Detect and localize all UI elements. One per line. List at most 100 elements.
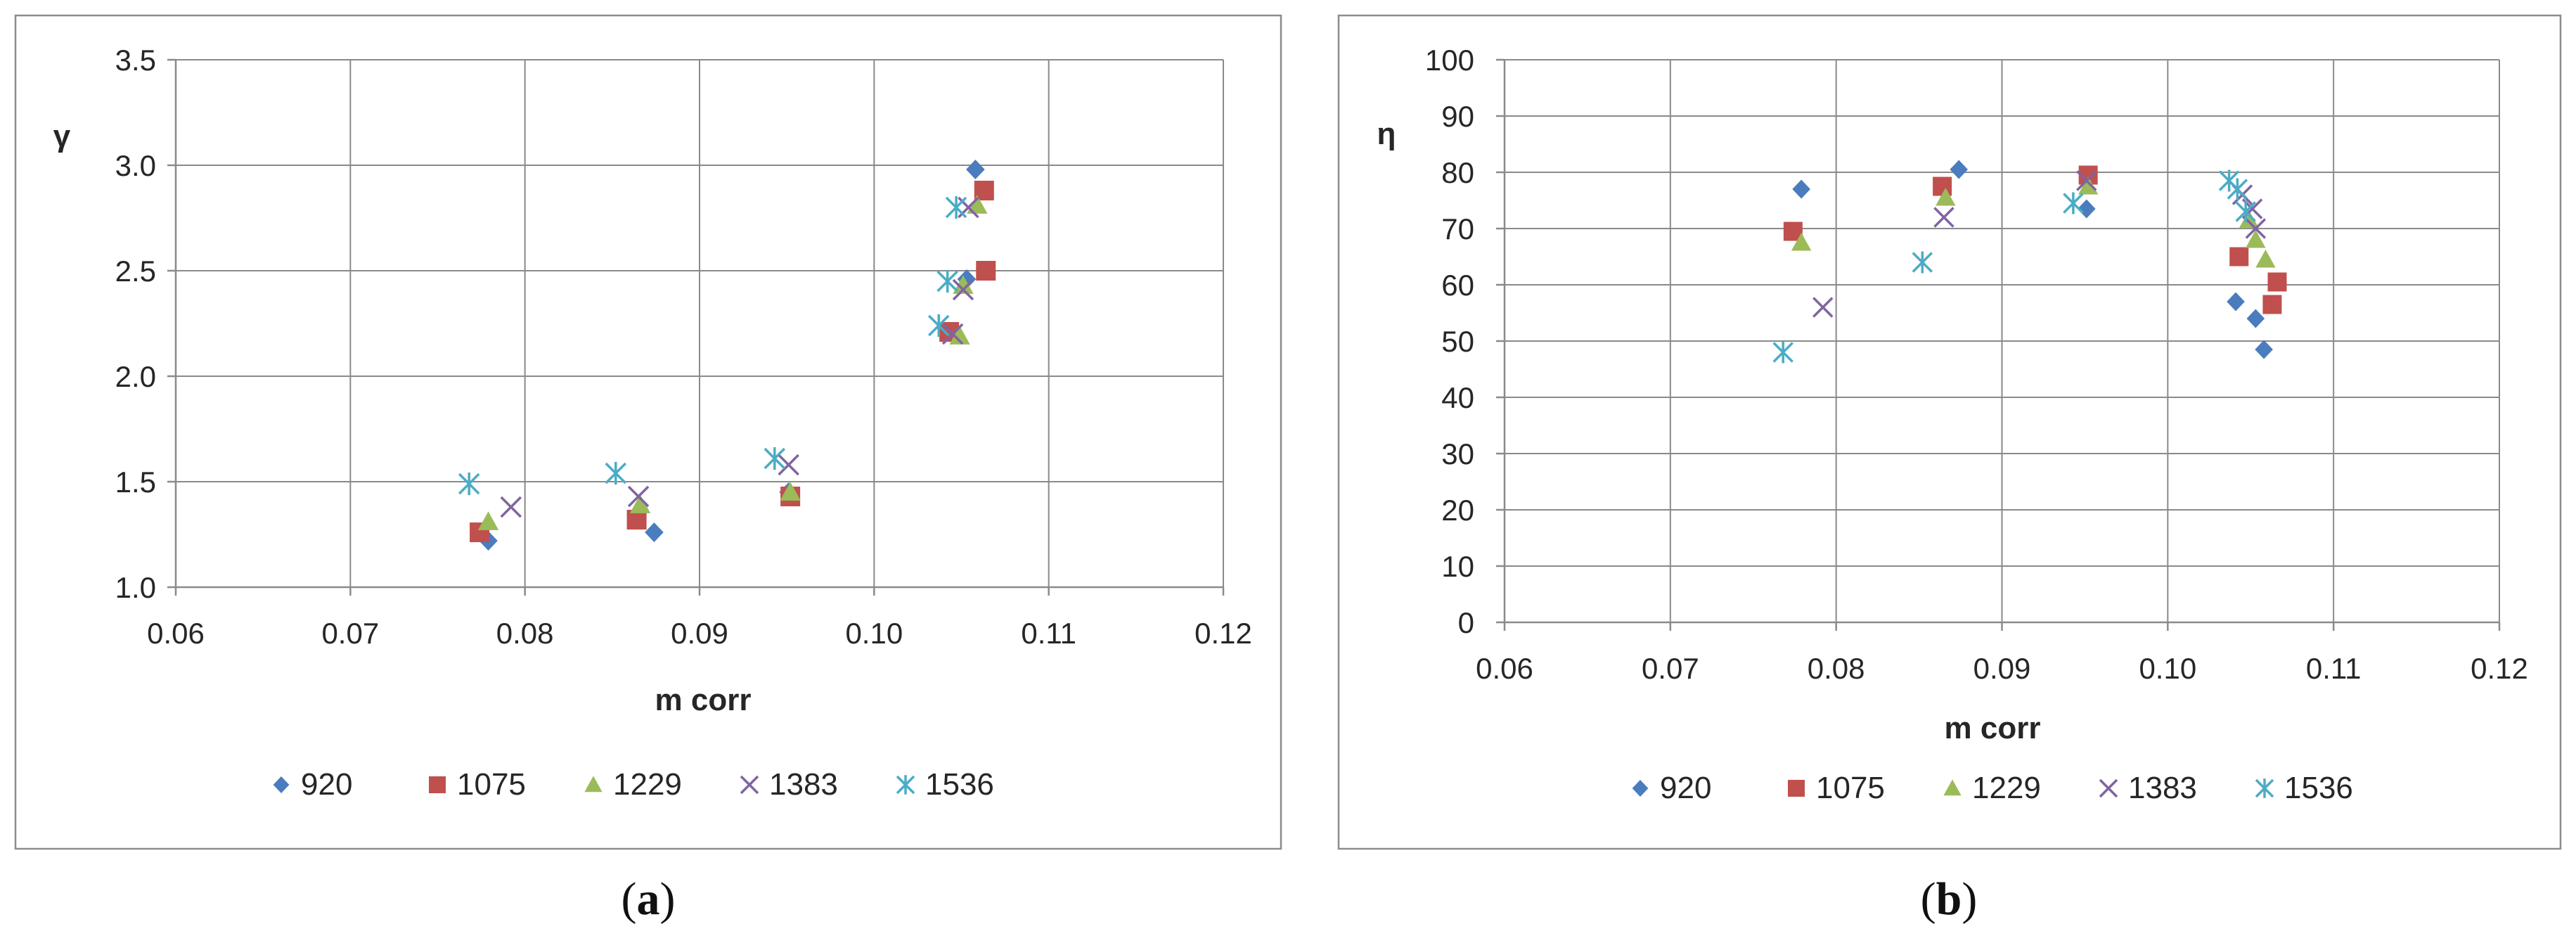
panel-b-point-1075: [2262, 295, 2282, 314]
panel-b-x-tick-label: 0.09: [1973, 652, 2031, 685]
panel-a-x-tick-label: 0.09: [671, 617, 728, 650]
panel-a-point-1536: [945, 195, 967, 219]
panel-b-legend-marker-1229: [1943, 779, 1962, 796]
panel-a-point-1536: [605, 461, 627, 485]
panel-a-y-tick-label: 2.0: [115, 360, 156, 393]
panel-a-point-1536: [936, 269, 958, 293]
panel-a-point-1229: [477, 511, 499, 530]
panel-b-point-1229: [2255, 249, 2276, 268]
panel-b-y-tick-label: 50: [1441, 325, 1474, 358]
panel-b-point-1075: [2267, 272, 2287, 292]
panel-a-caption: (a): [622, 873, 676, 925]
panel-b-point-920: [2077, 199, 2096, 219]
panel-b-point-1383: [2076, 170, 2097, 191]
panel-b-point-1536: [2227, 178, 2248, 200]
panel-b-point-920: [1792, 179, 1810, 199]
panel-b-caption-letter: b: [1936, 873, 1962, 925]
panel-b-point-1229: [2246, 229, 2266, 248]
panel-b-gridlines: [1505, 59, 2500, 622]
panel-a-y-tick-label: 1.0: [115, 571, 156, 604]
panel-b-x-tick-label: 0.06: [1476, 652, 1533, 685]
panel-b-caption: (b): [1921, 873, 1978, 925]
panel-a-point-1383: [778, 454, 799, 476]
panel-b-point-1229: [2078, 176, 2099, 195]
panel-a-legend-marker-920: [273, 776, 290, 793]
panel-a-point-1383: [941, 323, 964, 345]
panel-a-x-tick-label: 0.11: [1021, 617, 1076, 650]
panel-b-y-tick-label: 100: [1425, 44, 1474, 77]
panel-b-x-tick-label: 0.12: [2471, 652, 2528, 685]
panel-a-y-tick-label: 2.5: [115, 255, 156, 288]
panel-a-legend-label-1383: 1383: [769, 767, 838, 802]
panel-b-x-tick-labels: 0.06 0.07 0.08 0.09 0.10 0.11 0.12: [1476, 652, 2528, 685]
panel-b-y-tick-label: 70: [1441, 212, 1474, 245]
panel-a-legend-marker-1075: [429, 776, 446, 793]
panel-a-point-1229: [629, 494, 651, 513]
panel-b-y-tick-label: 30: [1441, 437, 1474, 470]
panel-a-x-tick-label: 0.12: [1194, 617, 1252, 650]
panel-b-x-tick-label: 0.10: [2139, 652, 2196, 685]
panel-a-y-axis-title: γ: [53, 119, 71, 153]
panel-a-point-1536: [458, 472, 480, 496]
panel-b-x-tick-label: 0.07: [1642, 652, 1699, 685]
panel-b-point-1229: [1791, 232, 1812, 251]
panel-a-point-1229: [949, 326, 970, 345]
panel-a-point-1229: [780, 482, 801, 501]
panel-b-point-1229: [1936, 187, 1956, 206]
panel-b-y-axis-title: η: [1377, 117, 1396, 151]
panel-a-point-1383: [500, 496, 522, 518]
panel-b-y-tick-label: 80: [1441, 156, 1474, 189]
panel-b-legend-marker-1536: [2255, 778, 2274, 798]
panel-b-x-tick-label: 0.08: [1808, 652, 1865, 685]
panel-a-point-1383: [627, 485, 650, 508]
panel-b-y-tick-label: 20: [1441, 494, 1474, 527]
panel-b-legend-label-1229: 1229: [1972, 771, 2041, 805]
panel-a-x-tick-label: 0.08: [496, 617, 554, 650]
panel-a-point-1536: [927, 314, 950, 338]
panel-b-point-1536: [2063, 192, 2084, 214]
panel-a-caption-letter: a: [637, 873, 660, 925]
panel-b-y-tick-label: 90: [1441, 100, 1474, 133]
panel-b-frame: [1337, 14, 2562, 850]
panel-b-point-1383: [2245, 218, 2267, 239]
panel-b-y-tick-label: 10: [1441, 550, 1474, 583]
panel-a-frame: [14, 14, 1282, 850]
panel-b-point-920: [2246, 309, 2265, 328]
panel-b-data-points: [1772, 160, 2287, 364]
panel-b-point-1383: [1933, 207, 1954, 228]
panel-b-chart: 0.06 0.07 0.08 0.09 0.10 0.11 0.12 0 10 20 30 40 50…: [1337, 14, 2562, 850]
panel-a-point-1536: [764, 447, 786, 470]
panel-a-point-1075: [976, 261, 996, 281]
panel-b-point-1536: [1772, 341, 1793, 364]
panel-a-legend-label-920: 920: [301, 767, 352, 802]
panel-a-axes: [167, 58, 1225, 596]
panel-a-x-axis-title: m corr: [655, 683, 752, 717]
panel-b-legend-marker-1075: [1788, 780, 1805, 797]
panel-b-legend-marker-920: [1632, 780, 1649, 797]
panel-a-y-tick-labels: 1.0 1.5 2.0 2.5 3.0 3.5: [115, 44, 156, 604]
panel-a-gridlines: [176, 59, 1224, 587]
panel-b-point-1536: [1912, 251, 1933, 274]
panel-b-y-tick-labels: 0 10 20 30 40 50 60 70 80 90 100: [1425, 44, 1474, 639]
panel-a-point-1383: [952, 278, 974, 301]
panel-b-legend-label-1075: 1075: [1816, 771, 1885, 805]
panel-a-chart: 0.06 0.07 0.08 0.09 0.10 0.11 0.12 1.0 1.5 2.0 2.…: [14, 14, 1282, 850]
panel-a-data-points: [458, 160, 996, 551]
panel-b-y-tick-label: 0: [1458, 606, 1474, 639]
panel-b-axes: [1496, 58, 2501, 631]
panel-a-point-920: [645, 522, 664, 542]
panel-a-x-tick-labels: 0.06 0.07 0.08 0.09 0.10 0.11 0.12: [147, 617, 1252, 650]
panel-a-legend-marker-1229: [584, 776, 603, 793]
panel-b-point-1229: [2239, 210, 2260, 229]
panel-a-x-tick-label: 0.06: [147, 617, 205, 650]
panel-b-legend: 920 1075 1229 1383 1536: [1632, 771, 2353, 805]
panel-b-point-920: [2255, 340, 2273, 359]
panel-b-point-1536: [2235, 200, 2256, 223]
panel-a-legend-marker-1536: [896, 775, 915, 795]
panel-b-point-920: [1950, 160, 1969, 179]
panel-a-legend-marker-1383: [740, 775, 759, 795]
panel-b-point-1075: [2229, 247, 2249, 267]
panel-b-legend-marker-1383: [2099, 778, 2118, 798]
panel-b-x-axis-title: m corr: [1945, 711, 2041, 745]
